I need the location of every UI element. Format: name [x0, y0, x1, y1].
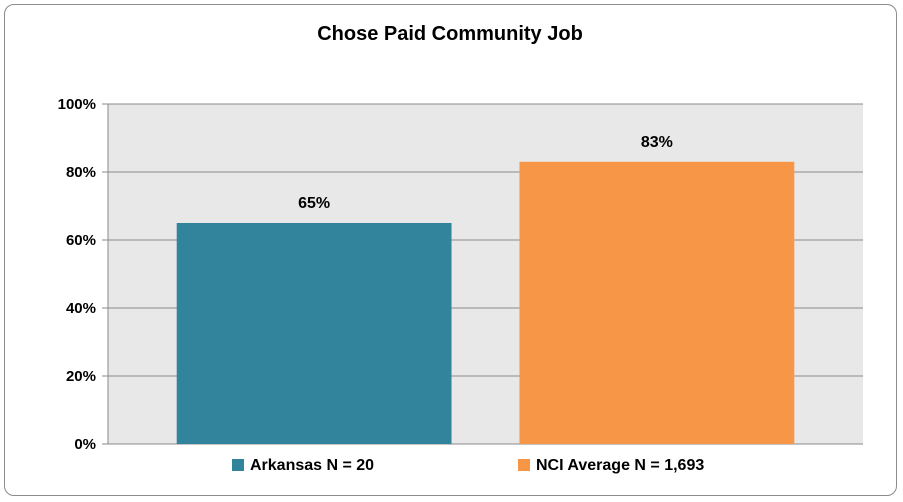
legend-label: NCI Average N = 1,693 [536, 457, 704, 474]
data-label: 65% [298, 195, 330, 212]
data-label: 83% [641, 134, 673, 151]
chart-title: Chose Paid Community Job [317, 23, 583, 45]
y-tick-label: 80% [66, 164, 96, 181]
plot-area: 0% 20% 40% 60% 80% 100% 65% 83% [58, 96, 863, 453]
y-tick-label: 40% [66, 300, 96, 317]
bar [519, 161, 795, 445]
legend-swatch [518, 459, 530, 471]
y-tick-label: 60% [66, 232, 96, 249]
legend: Arkansas N = 20 NCI Average N = 1,693 [232, 457, 704, 474]
y-tick-label: 0% [74, 436, 96, 453]
legend-swatch [232, 459, 244, 471]
y-tick-label: 20% [66, 368, 96, 385]
y-tick-label: 100% [58, 96, 96, 113]
legend-label: Arkansas N = 20 [250, 457, 374, 474]
bar [176, 223, 452, 444]
